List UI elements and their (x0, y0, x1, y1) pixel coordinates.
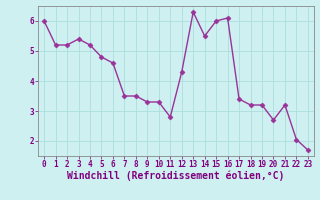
X-axis label: Windchill (Refroidissement éolien,°C): Windchill (Refroidissement éolien,°C) (67, 171, 285, 181)
